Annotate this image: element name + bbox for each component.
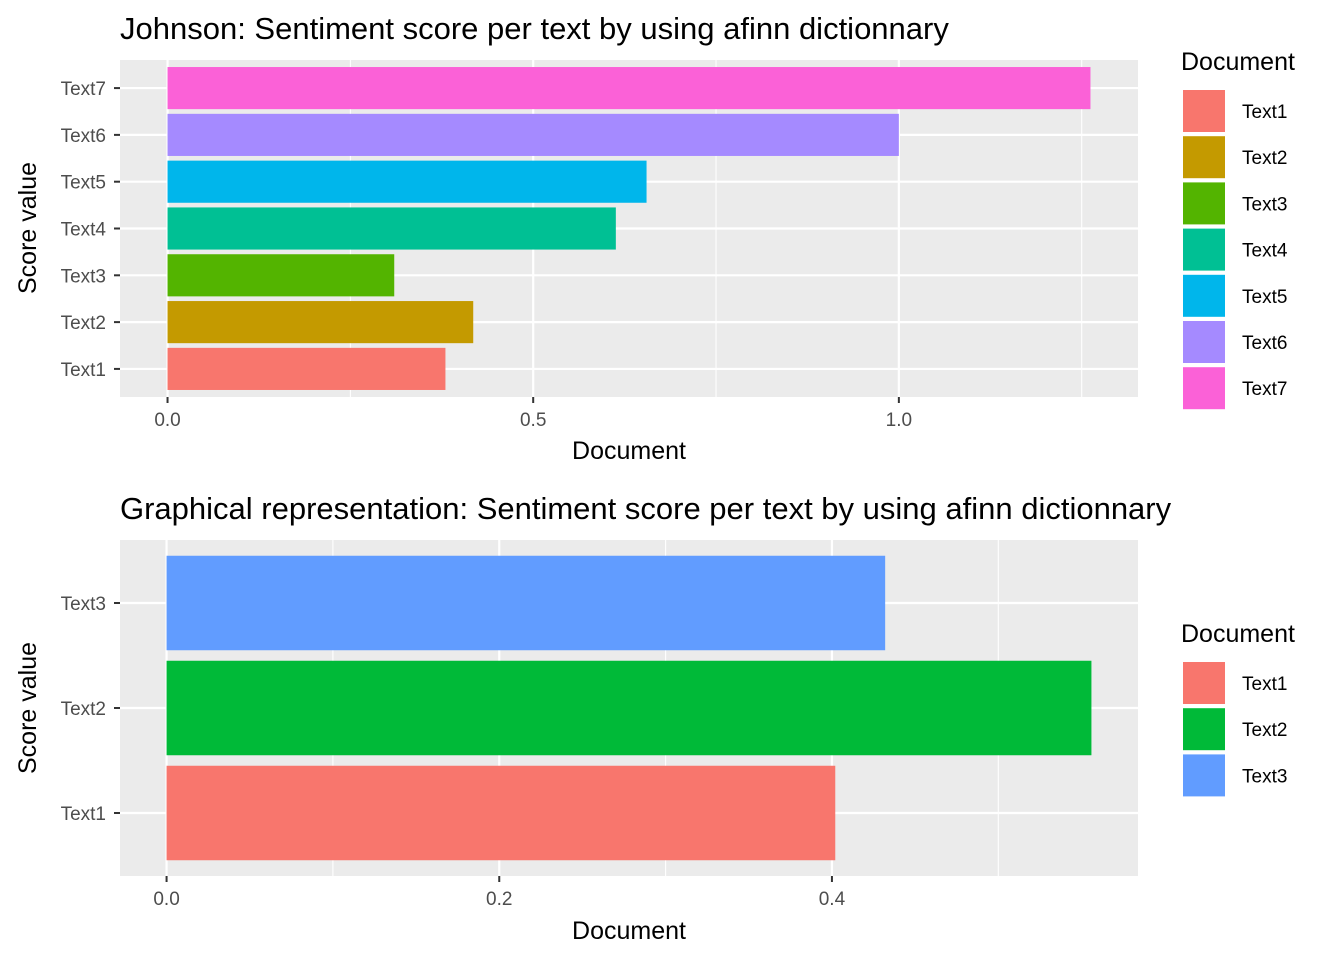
x-tick-label: 0.4 (819, 889, 846, 910)
chart-1-y-ticks: Text1 Text2 Text3 Text4 Text5 Text6 Text7 (61, 79, 120, 381)
x-tick-label: 0.0 (153, 889, 179, 910)
legend-label: Text3 (1242, 766, 1287, 787)
chart-2-bars (166, 555, 1092, 861)
bar-text1 (166, 765, 836, 861)
legend-label: Text1 (1242, 102, 1287, 123)
y-tick-label: Text2 (61, 313, 106, 334)
y-tick-label: Text3 (61, 594, 106, 615)
x-tick-label: 0.0 (154, 410, 180, 431)
bar-text3 (167, 254, 395, 297)
chart-2-title: Graphical representation: Sentiment scor… (120, 491, 1172, 526)
bar-text4 (167, 207, 616, 250)
legend-label: Text7 (1242, 379, 1287, 400)
legend-label: Text3 (1242, 194, 1287, 215)
y-tick-label: Text1 (61, 804, 106, 825)
chart-1-title: Johnson: Sentiment score per text by usi… (120, 11, 949, 46)
legend-swatch (1183, 228, 1225, 271)
bar-text2 (166, 660, 1092, 756)
bar-text3 (166, 555, 886, 651)
bar-text5 (167, 160, 647, 203)
y-tick-label: Text2 (61, 699, 106, 720)
x-tick-label: 1.0 (886, 410, 912, 431)
chart-2-y-axis-title: Score value (14, 642, 42, 774)
bar-text1 (167, 347, 446, 390)
legend-label: Text2 (1242, 720, 1287, 741)
chart-1-legend-title: Document (1181, 48, 1295, 76)
chart-1: Johnson: Sentiment score per text by usi… (14, 11, 1295, 465)
legend-swatch (1183, 708, 1225, 751)
legend-swatch (1183, 367, 1225, 410)
chart-1-x-ticks: 0.0 0.5 1.0 (154, 397, 912, 431)
y-tick-label: Text3 (61, 266, 106, 287)
legend-label: Text4 (1242, 241, 1288, 262)
legend-label: Text5 (1242, 287, 1287, 308)
legend-swatch (1183, 662, 1225, 704)
legend-label: Text6 (1242, 333, 1287, 354)
bar-text6 (167, 113, 899, 156)
bar-text2 (167, 301, 474, 344)
chart-1-y-axis-title: Score value (14, 162, 42, 294)
legend-label: Text2 (1242, 148, 1287, 169)
y-tick-label: Text5 (61, 173, 106, 194)
legend-swatch (1183, 136, 1225, 179)
y-tick-label: Text1 (61, 360, 106, 381)
y-tick-label: Text4 (61, 220, 107, 241)
chart-2: Graphical representation: Sentiment scor… (14, 491, 1295, 945)
legend-swatch (1183, 182, 1225, 225)
y-tick-label: Text7 (61, 79, 106, 100)
chart-2-x-ticks: 0.0 0.2 0.4 (153, 876, 846, 910)
chart-2-legend: Document Text1 Text2 Text3 (1181, 620, 1295, 797)
legend-swatch (1183, 321, 1225, 363)
legend-label: Text1 (1242, 674, 1287, 695)
legend-swatch (1183, 274, 1225, 317)
bar-text7 (167, 67, 1091, 110)
x-tick-label: 0.5 (520, 410, 546, 431)
chart-2-legend-title: Document (1181, 620, 1295, 648)
chart-1-legend: Document Text1 Text2 Text3 Text4 Text5 Text6 T… (1181, 48, 1295, 410)
chart-2-y-ticks: Text1 Text2 Text3 (61, 594, 120, 825)
chart-1-x-axis-title: Document (572, 437, 686, 465)
y-tick-label: Text6 (61, 126, 106, 147)
legend-swatch (1183, 90, 1225, 132)
legend-swatch (1183, 754, 1225, 797)
x-tick-label: 0.2 (486, 889, 512, 910)
chart-1-bars (167, 67, 1091, 390)
chart-2-x-axis-title: Document (572, 917, 686, 945)
